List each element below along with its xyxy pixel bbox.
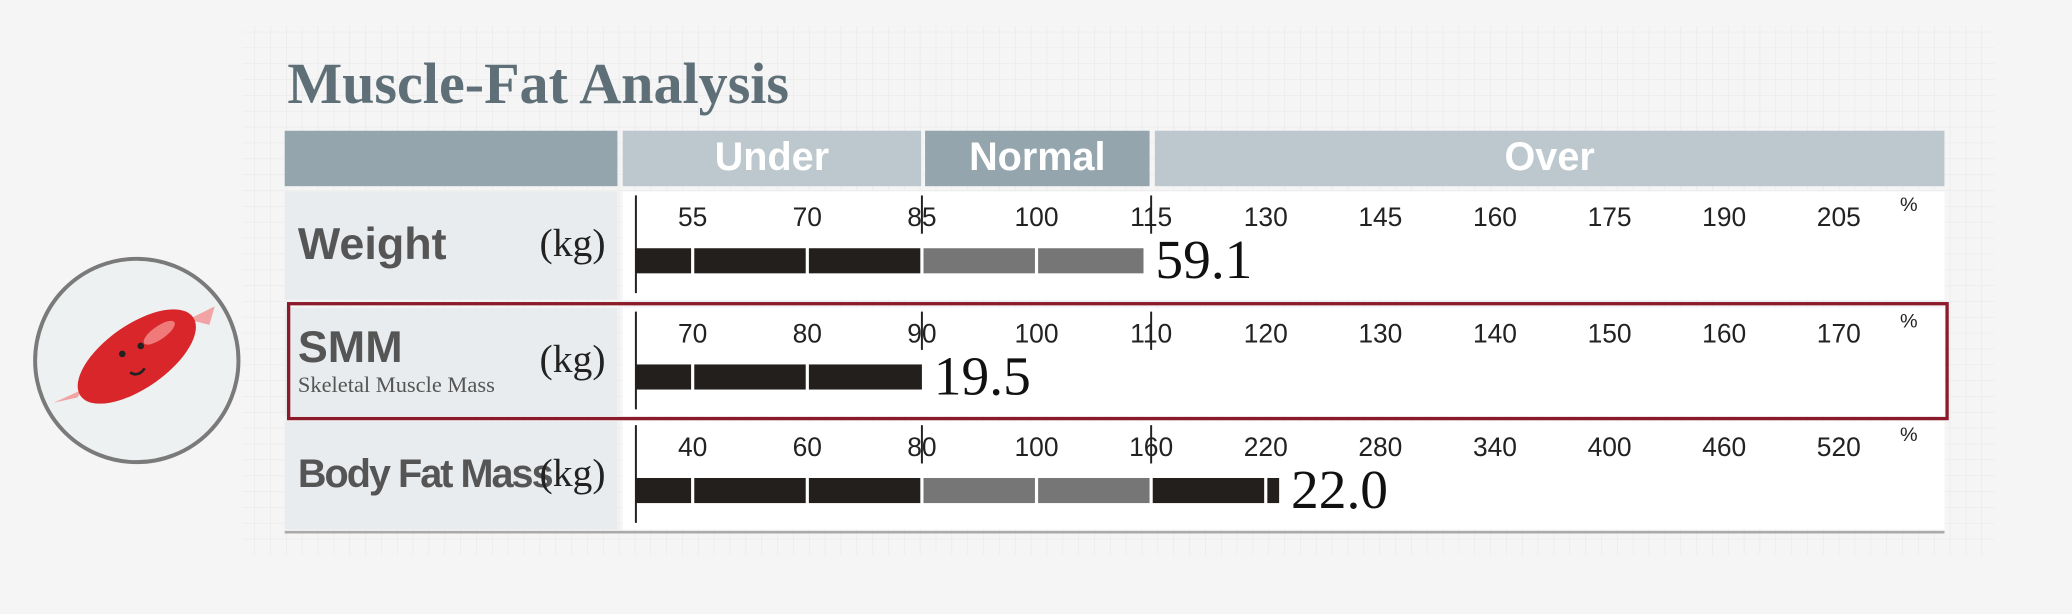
tick-label: 280 [1358,432,1402,462]
value-label: 19.5 [934,345,1031,406]
tick-label: 175 [1588,202,1632,232]
tick-label: 70 [678,318,707,348]
tick-label: 100 [1015,202,1059,232]
tick-label: 340 [1473,432,1517,462]
tick-label: 520 [1817,432,1861,462]
header-cell [1154,130,1945,187]
tick-label: 130 [1244,202,1288,232]
row-label: Body Fat Mass [298,452,553,496]
chart-cell [622,307,1945,416]
tick-label: 40 [678,432,707,462]
bar-segment [1267,477,1280,504]
tick-label: 220 [1244,432,1288,462]
value-label: 59.1 [1155,229,1252,290]
muscle-icon [33,256,241,465]
bar-segment [694,364,806,390]
chart-cell [622,191,1945,300]
tick-unit: % [1900,424,1918,446]
bar-segment [808,477,921,504]
tick-label: 100 [1015,318,1059,348]
tick-label: 190 [1702,202,1746,232]
label-cell [284,421,618,530]
row-unit: (kg) [540,451,606,495]
tick-label: 150 [1588,318,1632,348]
bar-segment [694,477,806,504]
label-cell [284,307,618,416]
header-label: Normal [969,135,1105,179]
chart-cell [622,421,1945,530]
bar-segment [635,248,692,274]
row-sublabel: Skeletal Muscle Mass [298,372,495,397]
row-label: SMM [298,321,403,372]
bar-segment [1038,477,1150,504]
row-label: Weight [298,218,447,269]
row-unit: (kg) [540,221,606,265]
tick-label: 120 [1244,318,1288,348]
tick-label: 140 [1473,318,1517,348]
bar-segment [808,248,921,274]
tick-unit: % [1900,310,1918,332]
bar-segment [923,477,1035,504]
bar-segment [694,248,806,274]
bar-segment [1152,477,1265,504]
header-label: Over [1504,135,1594,179]
header-cell [925,130,1150,187]
row-unit: (kg) [540,337,606,381]
header-cell [284,130,618,187]
bar-segment [808,364,922,390]
header-cell [622,130,922,187]
tick-label: 55 [678,202,707,232]
tick-label: 160 [1702,318,1746,348]
value-label: 22.0 [1291,459,1388,520]
tick-label: 70 [793,202,822,232]
label-cell [284,191,618,300]
tick-label: 460 [1702,432,1746,462]
tick-label: 160 [1473,202,1517,232]
tick-unit: % [1900,194,1918,216]
tick-label: 170 [1817,318,1861,348]
title: Muscle-Fat Analysis [287,51,789,116]
bar-segment [635,364,692,390]
tick-label: 205 [1817,202,1861,232]
tick-label: 100 [1015,432,1059,462]
tick-label: 60 [793,432,822,462]
tick-label: 400 [1588,432,1632,462]
tick-label: 130 [1358,318,1402,348]
header-label: Under [715,135,829,179]
bar-segment [635,477,692,504]
tick-label: 80 [793,318,822,348]
highlight-frame [286,302,1949,421]
tick-label: 145 [1358,202,1402,232]
bar-segment [923,248,1035,274]
bar-segment [1038,248,1144,274]
